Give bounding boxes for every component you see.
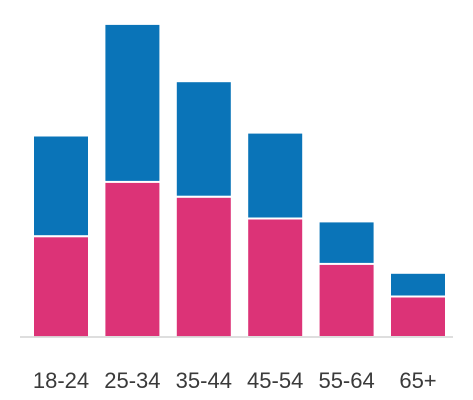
x-tick-label-65+: 65+ [399,368,436,393]
x-tick-label-25-34: 25-34 [104,368,160,393]
bar-65+-series-1 [391,297,445,336]
x-tick-label-55-64: 55-64 [318,368,374,393]
bar-35-44-series-1 [176,197,231,337]
bar-group [34,24,445,337]
bar-18-24-series-1 [34,237,88,337]
bar-25-34-series-1 [105,182,160,336]
bar-45-54-series-1 [248,219,303,336]
bar-18-24-series-2 [34,136,88,236]
bar-25-34-series-2 [105,24,160,181]
bar-65+-series-2 [391,273,445,296]
bar-55-64-series-2 [319,222,374,263]
bar-55-64-series-1 [319,264,374,336]
bar-35-44-series-2 [176,82,231,196]
x-tick-label-45-54: 45-54 [247,368,303,393]
x-tick-labels: 18-24 25-34 35-44 45-54 55-64 65+ [33,368,437,393]
bar-45-54-series-2 [248,133,303,218]
x-tick-label-18-24: 18-24 [33,368,89,393]
x-tick-label-35-44: 35-44 [176,368,232,393]
